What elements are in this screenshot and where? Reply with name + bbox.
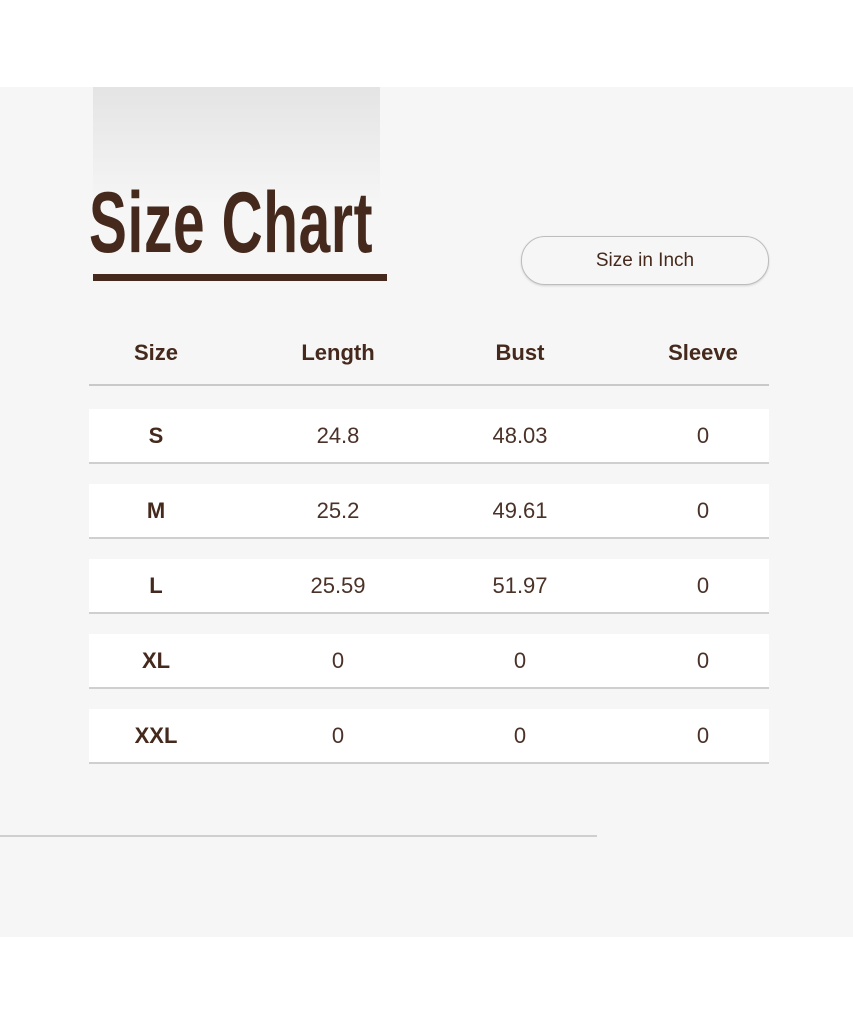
cell-length: 25.59 bbox=[310, 573, 366, 598]
cell-sleeve: 0 bbox=[696, 648, 710, 673]
cell-sleeve: 0 bbox=[696, 723, 710, 748]
table-row: S 24.8 48.03 0 bbox=[89, 409, 769, 464]
cell-bust: 0 bbox=[513, 648, 527, 673]
header-size: Size bbox=[133, 340, 179, 365]
cell-bust: 49.61 bbox=[492, 498, 548, 523]
cell-size: L bbox=[149, 573, 163, 598]
table-row: L 25.59 51.97 0 bbox=[89, 559, 769, 614]
cell-length: 25.2 bbox=[316, 498, 360, 523]
cell-bust: 51.97 bbox=[492, 573, 548, 598]
cell-bust: 48.03 bbox=[492, 423, 548, 448]
header-gradient-block bbox=[93, 87, 380, 207]
cell-length: 0 bbox=[331, 723, 345, 748]
header-length: Length bbox=[301, 340, 375, 365]
cell-size: M bbox=[146, 498, 166, 523]
page-title: Size Chart bbox=[89, 175, 374, 271]
cell-size: S bbox=[148, 423, 164, 448]
cell-length: 0 bbox=[331, 648, 345, 673]
table-row: M 25.2 49.61 0 bbox=[89, 484, 769, 539]
size-unit-button[interactable]: Size in Inch bbox=[521, 236, 769, 285]
table-row: XL 0 0 0 bbox=[89, 634, 769, 689]
header-bust: Bust bbox=[495, 340, 545, 365]
table-header: Size Length Bust Sleeve bbox=[89, 330, 769, 386]
cell-length: 24.8 bbox=[316, 423, 360, 448]
cell-sleeve: 0 bbox=[696, 498, 710, 523]
divider bbox=[0, 835, 597, 837]
title-underline bbox=[93, 274, 387, 281]
header-sleeve: Sleeve bbox=[668, 340, 738, 365]
cell-sleeve: 0 bbox=[696, 573, 710, 598]
cell-sleeve: 0 bbox=[696, 423, 710, 448]
cell-bust: 0 bbox=[513, 723, 527, 748]
cell-size: XL bbox=[141, 648, 171, 673]
table-row: XXL 0 0 0 bbox=[89, 709, 769, 764]
cell-size: XXL bbox=[134, 723, 178, 748]
